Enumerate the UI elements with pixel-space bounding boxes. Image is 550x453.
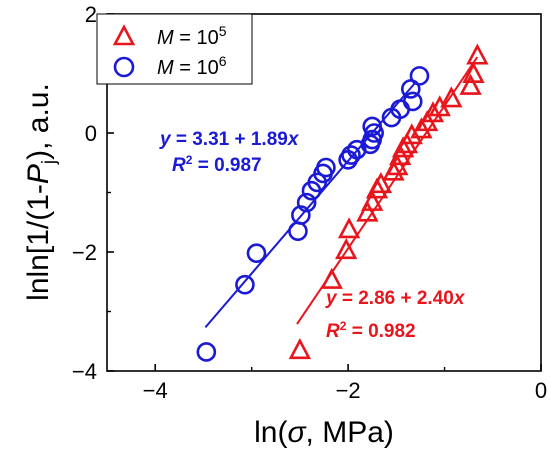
data-point-triangle	[466, 43, 489, 65]
data-point-circle	[196, 342, 217, 362]
legend-triangle-marker	[112, 24, 136, 46]
x-tick-label: −4	[143, 378, 168, 403]
x-axis-title: ln(σ, MPa)	[254, 416, 394, 449]
legend: M = 105 M = 106	[96, 13, 253, 85]
data-point-triangle	[391, 136, 415, 158]
data-point-circle	[362, 116, 383, 137]
fit-r2-series-1: R2 = 0.982	[326, 319, 416, 342]
data-point-circle	[316, 157, 336, 178]
data-point-triangle	[356, 200, 379, 222]
fit-equation-series-1: y = 2.86 + 2.40x	[325, 288, 466, 309]
data-point-circle	[235, 274, 255, 295]
data-point-triangle	[400, 123, 423, 145]
legend-circle-marker	[113, 56, 135, 78]
legend-box	[96, 13, 253, 85]
data-point-circle	[400, 79, 421, 99]
data-point-triangle	[440, 86, 463, 108]
y-axis-title: lnln[1/(1-Pj), a.u.	[22, 83, 60, 301]
y-tick-label: −4	[72, 359, 97, 384]
data-point-triangle	[369, 171, 393, 194]
data-point-triangle	[421, 101, 445, 123]
data-markers	[196, 43, 489, 362]
data-point-triangle	[361, 189, 384, 211]
data-point-triangle	[459, 73, 482, 95]
fit-r2-series-2: R2 = 0.987	[172, 153, 262, 176]
y-tick-label: −2	[72, 240, 97, 265]
data-point-triangle	[462, 61, 485, 83]
y-axis-ticks: −4 −2 0 2	[72, 2, 114, 384]
y-tick-label: 2	[85, 2, 97, 27]
data-point-circle	[288, 221, 308, 241]
data-point-triangle	[288, 337, 312, 360]
data-point-circle	[246, 243, 267, 263]
data-point-triangle	[337, 217, 361, 239]
y-tick-label: 0	[85, 121, 97, 146]
x-axis-ticks: −4 −2 0	[143, 364, 547, 403]
data-point-circle	[341, 145, 361, 165]
data-point-triangle	[320, 267, 343, 289]
fit-equation-series-2: y = 3.31 + 1.89x	[159, 129, 300, 150]
data-point-triangle	[335, 238, 358, 260]
legend-label-series-1: M = 105	[157, 23, 227, 49]
data-point-circle	[402, 91, 423, 112]
data-point-circle	[296, 192, 317, 213]
data-point-circle	[409, 66, 430, 86]
data-point-circle	[291, 205, 311, 225]
fit-line-series-2	[204, 80, 418, 329]
data-point-triangle	[386, 154, 409, 176]
x-tick-label: 0	[535, 378, 547, 403]
x-tick-label: −2	[336, 378, 361, 403]
legend-label-series-2: M = 106	[157, 53, 227, 79]
data-point-triangle	[410, 117, 433, 139]
